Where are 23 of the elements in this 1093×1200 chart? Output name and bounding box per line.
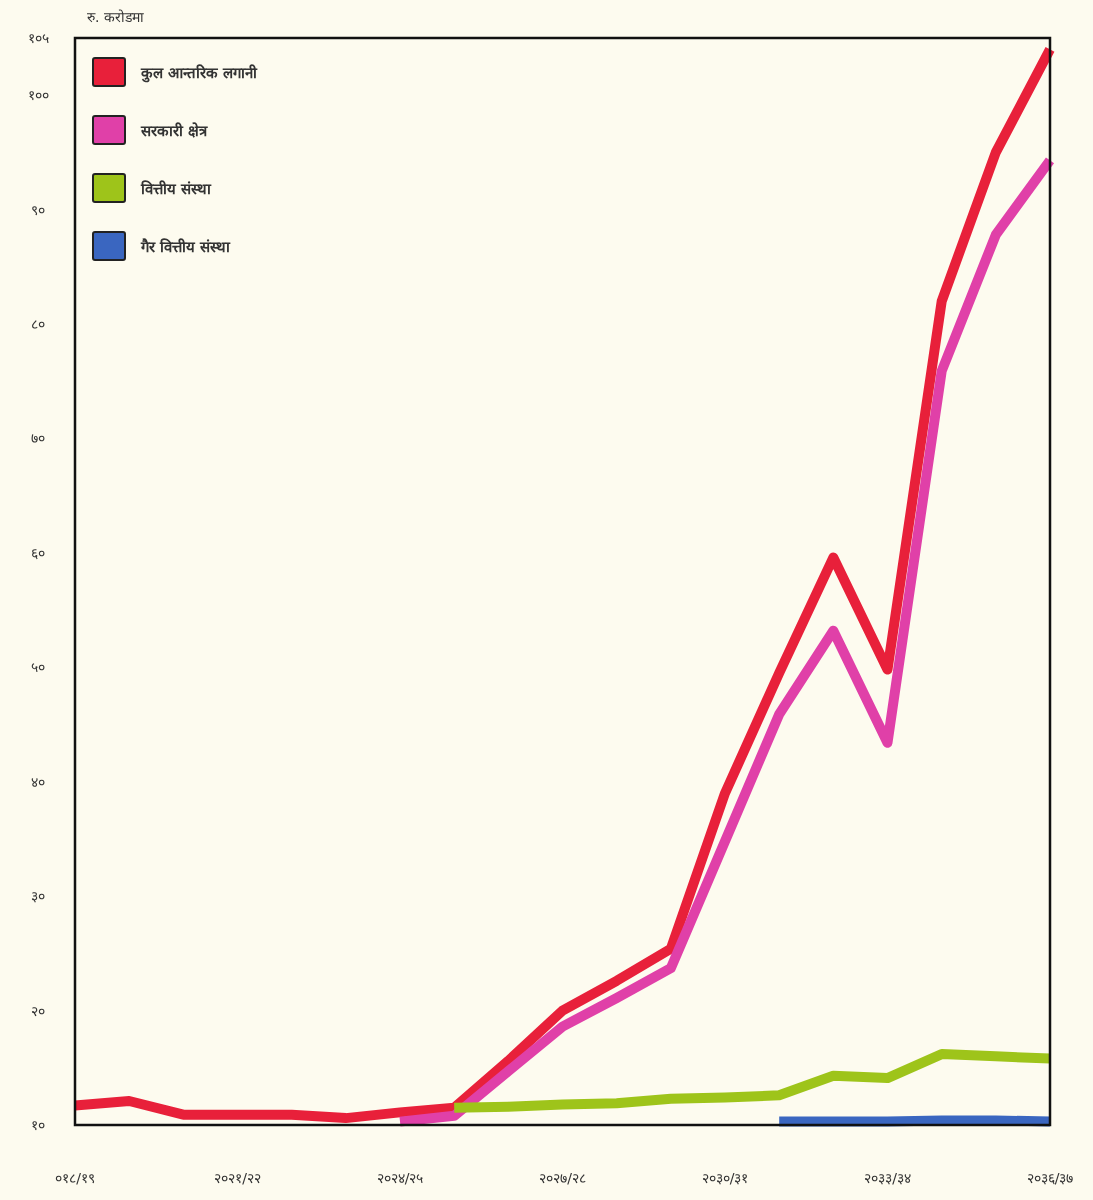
y-tick-label: २०	[31, 1002, 45, 1019]
legend-label: सरकारी क्षेत्र	[140, 122, 209, 140]
legend-label: वित्तीय संस्था	[140, 180, 213, 198]
y-tick-label: १०५	[27, 30, 49, 46]
x-tick-label: २०३३/३४	[864, 1170, 911, 1186]
y-tick-label: १०	[31, 1117, 45, 1133]
x-tick-label: २०२१/२२	[214, 1170, 261, 1186]
y-axis-title: रु. करोडमा	[87, 9, 144, 25]
y-tick-label: ७०	[31, 430, 45, 447]
x-tick-label: २०२७/२८	[539, 1170, 586, 1186]
y-tick-label: १००	[27, 87, 49, 104]
legend-label: गैर वित्तीय संस्था	[140, 238, 232, 256]
y-tick-label: ९०	[31, 201, 45, 218]
y-tick-label: ८०	[31, 316, 45, 333]
x-tick-label: ०१८/१९	[55, 1170, 95, 1186]
y-tick-label: ३०	[31, 888, 45, 905]
y-tick-label: ४०	[31, 773, 45, 790]
legend-label: कुल आन्तरिक लगानी	[140, 64, 259, 83]
y-tick-label: ६०	[31, 544, 45, 561]
x-tick-label: २०२४/२५	[376, 1170, 424, 1186]
x-tick-label: २०३०/३१	[701, 1170, 749, 1186]
y-tick-label: ५०	[31, 659, 45, 676]
x-tick-label: २०३६/३७	[1026, 1170, 1074, 1186]
